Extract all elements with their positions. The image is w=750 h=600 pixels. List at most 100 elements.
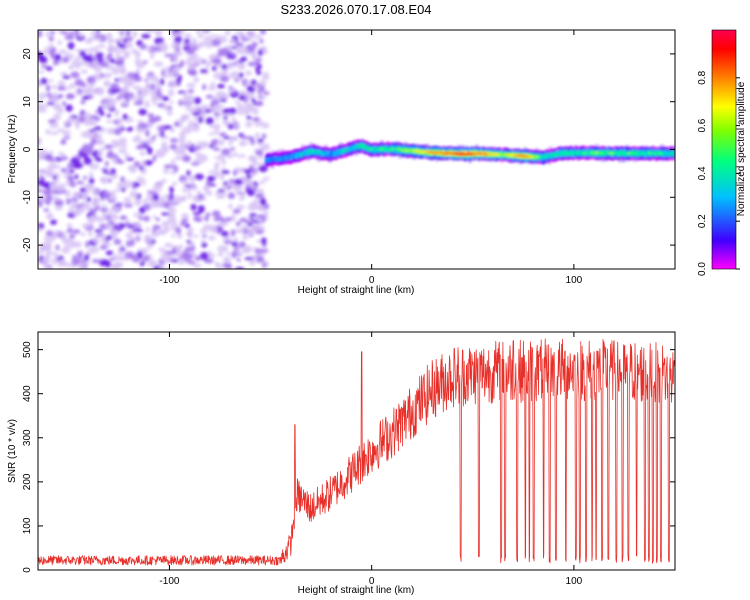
noise-blob	[251, 160, 257, 167]
noise-blob	[123, 197, 132, 205]
noise-blob	[154, 30, 161, 36]
noise-blob	[46, 212, 54, 220]
ridge-cell	[284, 156, 288, 160]
x-tick-label: 100	[566, 576, 583, 587]
noise-blob	[187, 191, 192, 200]
ridge-halo	[397, 155, 403, 160]
noise-blob	[40, 77, 48, 85]
noise-blob	[48, 35, 54, 42]
snr-frame	[37, 331, 676, 571]
noise-blob	[89, 129, 96, 133]
noise-blob	[139, 140, 146, 145]
noise-blob	[169, 186, 174, 194]
noise-blob	[50, 96, 60, 103]
noise-blob	[256, 239, 262, 243]
noise-blob	[190, 124, 200, 132]
noise-blob	[92, 60, 99, 68]
noise-blob	[64, 263, 71, 268]
noise-blob	[89, 246, 99, 254]
noise-blob	[38, 151, 45, 159]
noise-blob	[112, 156, 118, 165]
noise-blob	[174, 122, 179, 126]
noise-blob	[165, 250, 176, 255]
y-tick-label: 500	[22, 341, 33, 358]
ridge-cell	[382, 148, 386, 151]
noise-blob	[165, 255, 176, 260]
noise-blob	[186, 240, 192, 244]
noise-blob	[174, 155, 184, 161]
noise-blob	[95, 157, 103, 162]
noise-blob	[235, 47, 241, 54]
noise-blob	[200, 69, 208, 74]
noise-blob	[120, 48, 127, 53]
noise-blob	[253, 107, 259, 113]
noise-blob	[255, 229, 264, 235]
noise-blob	[138, 206, 146, 214]
noise-blob	[150, 89, 158, 98]
noise-blob	[178, 74, 182, 82]
ridge-cell	[583, 151, 587, 155]
noise-blob	[198, 116, 203, 124]
noise-blob	[66, 228, 73, 234]
noise-blob	[52, 189, 57, 195]
ridge-cell	[344, 149, 348, 152]
noise-blob	[99, 110, 105, 117]
noise-blob	[54, 200, 61, 205]
noise-blob	[86, 196, 92, 203]
snr-panel: -100 0 100 0 100 200 300 400 500 Height of strai…	[7, 331, 676, 596]
noise-blob	[117, 249, 125, 256]
noise-blob	[51, 258, 58, 265]
noise-blob	[118, 91, 126, 97]
noise-blob	[205, 180, 213, 186]
noise-blob	[80, 99, 86, 105]
noise-blob	[207, 170, 217, 174]
noise-blob	[124, 30, 132, 33]
spectrogram-x-axis-label: Height of straight line (km)	[298, 285, 415, 296]
noise-blob	[84, 39, 91, 44]
noise-blob	[223, 70, 228, 77]
noise-blob	[158, 230, 167, 235]
ridge-cell	[659, 151, 664, 155]
noise-blob	[119, 69, 128, 75]
noise-blob	[201, 239, 206, 243]
noise-blob	[229, 147, 236, 151]
noise-blob	[132, 30, 138, 38]
noise-blob	[263, 91, 270, 96]
noise-blob	[109, 58, 115, 64]
noise-blob	[161, 220, 170, 228]
noise-blob	[182, 180, 188, 184]
noise-blob	[251, 51, 257, 59]
noise-blob	[253, 35, 263, 39]
noise-blob	[94, 66, 102, 73]
noise-blob	[213, 123, 221, 131]
noise-blob	[174, 30, 180, 33]
noise-blob	[94, 73, 102, 81]
noise-blob	[142, 215, 150, 222]
noise-blob	[183, 253, 193, 260]
y-tick-label: 0	[22, 567, 33, 573]
noise-blob	[209, 107, 214, 112]
noise-blob	[115, 53, 121, 60]
noise-blob	[63, 237, 73, 243]
noise-blob	[148, 191, 158, 195]
noise-blob	[204, 184, 211, 192]
noise-blob	[105, 235, 113, 240]
noise-blob	[200, 252, 209, 260]
snr-line	[38, 338, 675, 566]
noise-blob	[80, 69, 88, 74]
noise-blob	[88, 133, 94, 140]
noise-blob	[86, 76, 95, 84]
noise-blob	[150, 232, 160, 238]
noise-blob	[139, 261, 145, 267]
colorbar-ticks: 0.0 0.2 0.4 0.6 0.8	[697, 70, 740, 276]
noise-blob	[144, 30, 155, 33]
noise-blob	[104, 161, 109, 167]
noise-blob	[38, 189, 44, 193]
noise-blob	[173, 197, 182, 204]
noise-blob	[217, 52, 223, 57]
noise-blob	[120, 215, 125, 220]
noise-blob	[115, 45, 120, 52]
noise-blob	[186, 170, 191, 177]
noise-blob	[102, 192, 112, 199]
noise-blob	[203, 30, 208, 33]
